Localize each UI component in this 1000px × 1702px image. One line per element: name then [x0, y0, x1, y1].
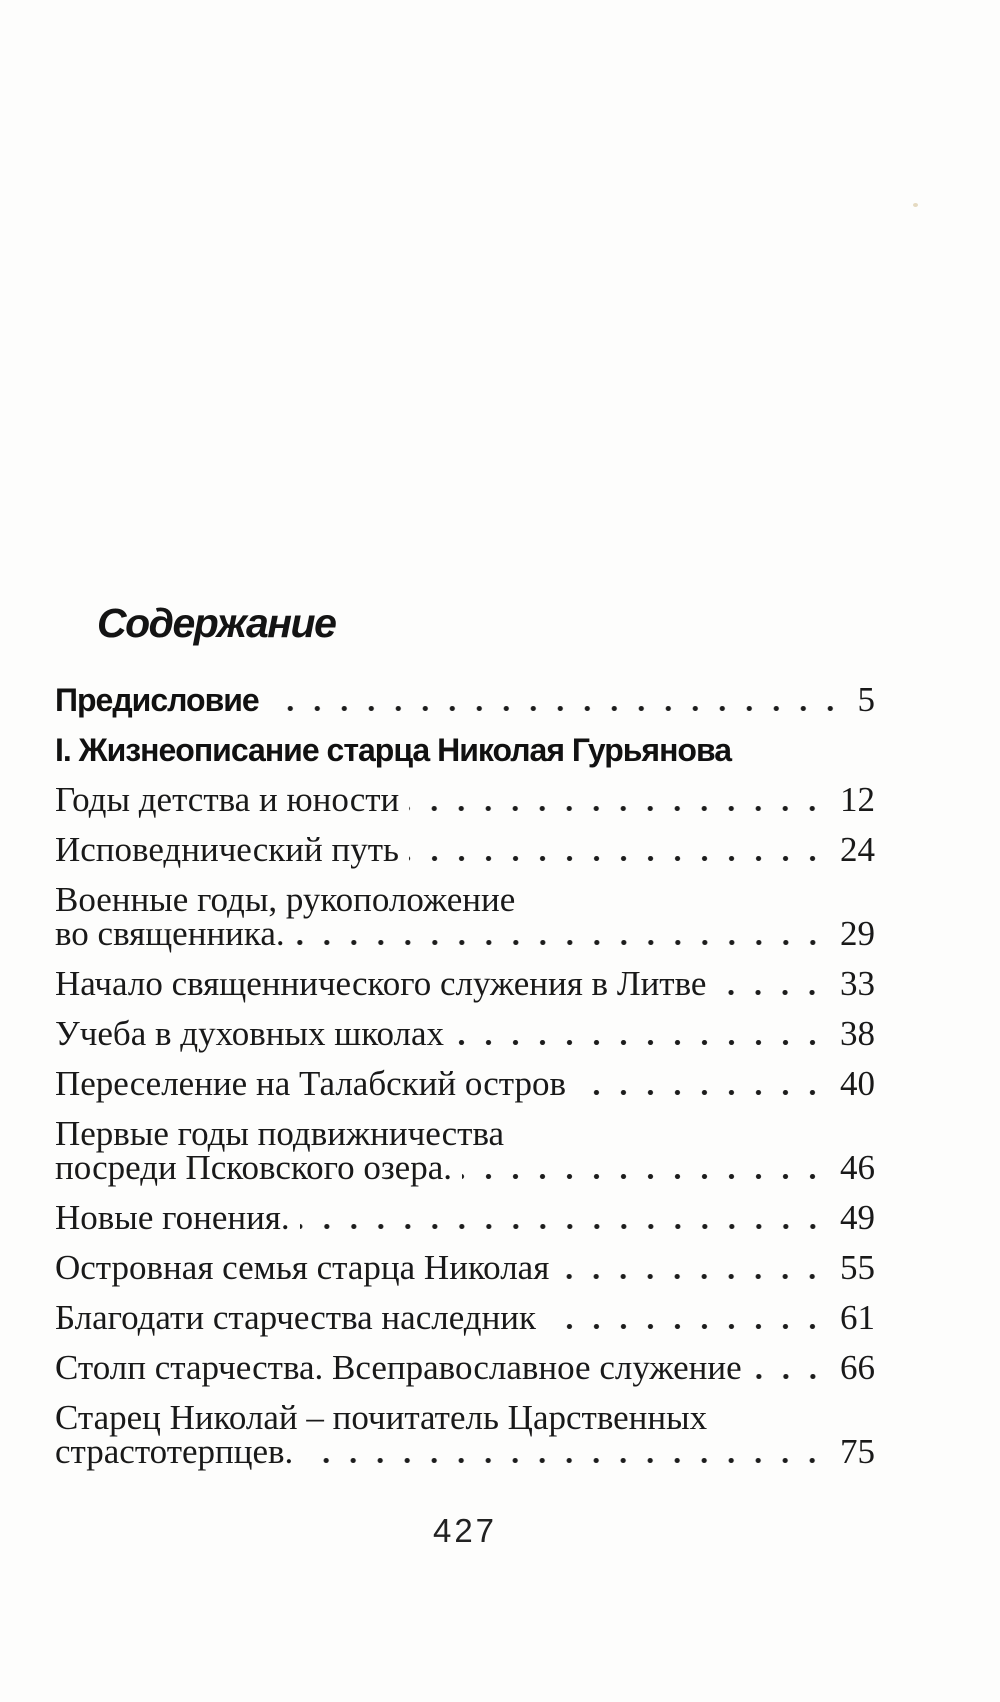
toc-entry-page-number: 24: [840, 830, 875, 869]
dot-leader: [454, 1040, 826, 1045]
toc-entry-page-number: 75: [840, 1432, 875, 1471]
dot-leader: [751, 1374, 826, 1379]
toc-entry: Новые гонения. 49: [55, 1198, 875, 1237]
toc-entry-label: Исповеднический путь: [55, 830, 399, 869]
toc-entry: Военные годы, рукоположение во священник…: [55, 880, 875, 953]
toc-entry-label: Переселение на Талабский остров: [55, 1064, 567, 1103]
toc-entry-page-number: 5: [857, 680, 876, 719]
toc-entry: Старец Николай – почитатель Царственных …: [55, 1398, 875, 1471]
toc-entry-label: Островная семья старца Николая: [55, 1248, 550, 1287]
dot-leader: [409, 806, 826, 811]
table-of-contents: Содержание Предисловие 5 I. Жизнеописани…: [55, 600, 875, 1548]
dot-leader: [546, 1324, 826, 1329]
footer-page-number: 427: [432, 1512, 498, 1549]
toc-entry-page-number: 38: [840, 1014, 875, 1053]
toc-entry: Учеба в духовных школах 38: [55, 1014, 875, 1053]
toc-entry-label: Предисловие: [55, 682, 260, 718]
toc-entry: Столп старчества. Всеправославное служен…: [55, 1348, 875, 1387]
toc-entry-label: Новые гонения.: [55, 1198, 290, 1237]
toc-entry: Первые годы подвижничества посреди Псков…: [55, 1114, 875, 1187]
page-title: Содержание: [97, 600, 337, 646]
dot-leader: [716, 990, 826, 995]
toc-entry-page-number: 33: [840, 964, 875, 1003]
dot-leader: [462, 1174, 826, 1179]
dot-leader: [268, 706, 844, 711]
toc-entry-label-line2: страстотерпцев.: [55, 1432, 294, 1471]
toc-entry-page-number: 66: [840, 1348, 875, 1387]
toc-entry-page-number: 29: [840, 914, 875, 953]
dot-leader: [559, 1274, 826, 1279]
toc-entry-page-number: 46: [840, 1148, 875, 1187]
toc-entry-list: Предисловие 5 I. Жизнеописание старца Ни…: [55, 680, 876, 1471]
toc-entry-label-line1: Старец Николай – почитатель Царственных: [55, 1398, 708, 1437]
toc-entry-page-number: 55: [840, 1248, 875, 1287]
toc-entry-label-line2: посреди Псковского озера.: [55, 1148, 452, 1187]
toc-entry-label: Столп старчества. Всеправославное служен…: [55, 1348, 742, 1387]
dot-leader: [303, 1458, 826, 1463]
toc-entry-page-number: 40: [840, 1064, 875, 1103]
toc-entry-page-number: 12: [840, 780, 875, 819]
paper-speck: [913, 203, 918, 207]
toc-entry: Годы детства и юности 12: [55, 780, 875, 819]
dot-leader: [299, 1224, 826, 1229]
toc-entry-page-number: 49: [840, 1198, 875, 1237]
toc-entry: Исповеднический путь 24: [55, 830, 875, 869]
toc-entry: Начало священнического служения в Литве …: [55, 964, 875, 1003]
dot-leader: [408, 856, 826, 861]
toc-entry: Предисловие 5: [55, 680, 876, 719]
toc-section-heading: I. Жизнеописание старца Николая Гурьянов…: [55, 733, 875, 767]
toc-entry-label-line1: Военные годы, рукоположение: [55, 880, 516, 919]
dot-leader: [576, 1090, 826, 1095]
toc-entry: Островная семья старца Николая 55: [55, 1248, 875, 1287]
toc-entry-page-number: 61: [840, 1298, 875, 1337]
toc-entry-label-line1: Первые годы подвижничества: [55, 1114, 505, 1153]
dot-leader: [294, 940, 826, 945]
toc-entry-label: Учеба в духовных школах: [55, 1014, 444, 1053]
toc-entry-label-line2: во священника.: [55, 914, 285, 953]
toc-entry-label: Начало священнического служения в Литве: [55, 964, 707, 1003]
toc-section-heading-label: I. Жизнеописание старца Николая Гурьянов…: [55, 732, 732, 768]
toc-entry-label: Годы детства и юности: [55, 780, 400, 819]
toc-entry: Переселение на Талабский остров 40: [55, 1064, 875, 1103]
toc-entry-label: Благодати старчества наследник: [55, 1298, 537, 1337]
toc-entry: Благодати старчества наследник 61: [55, 1298, 875, 1337]
